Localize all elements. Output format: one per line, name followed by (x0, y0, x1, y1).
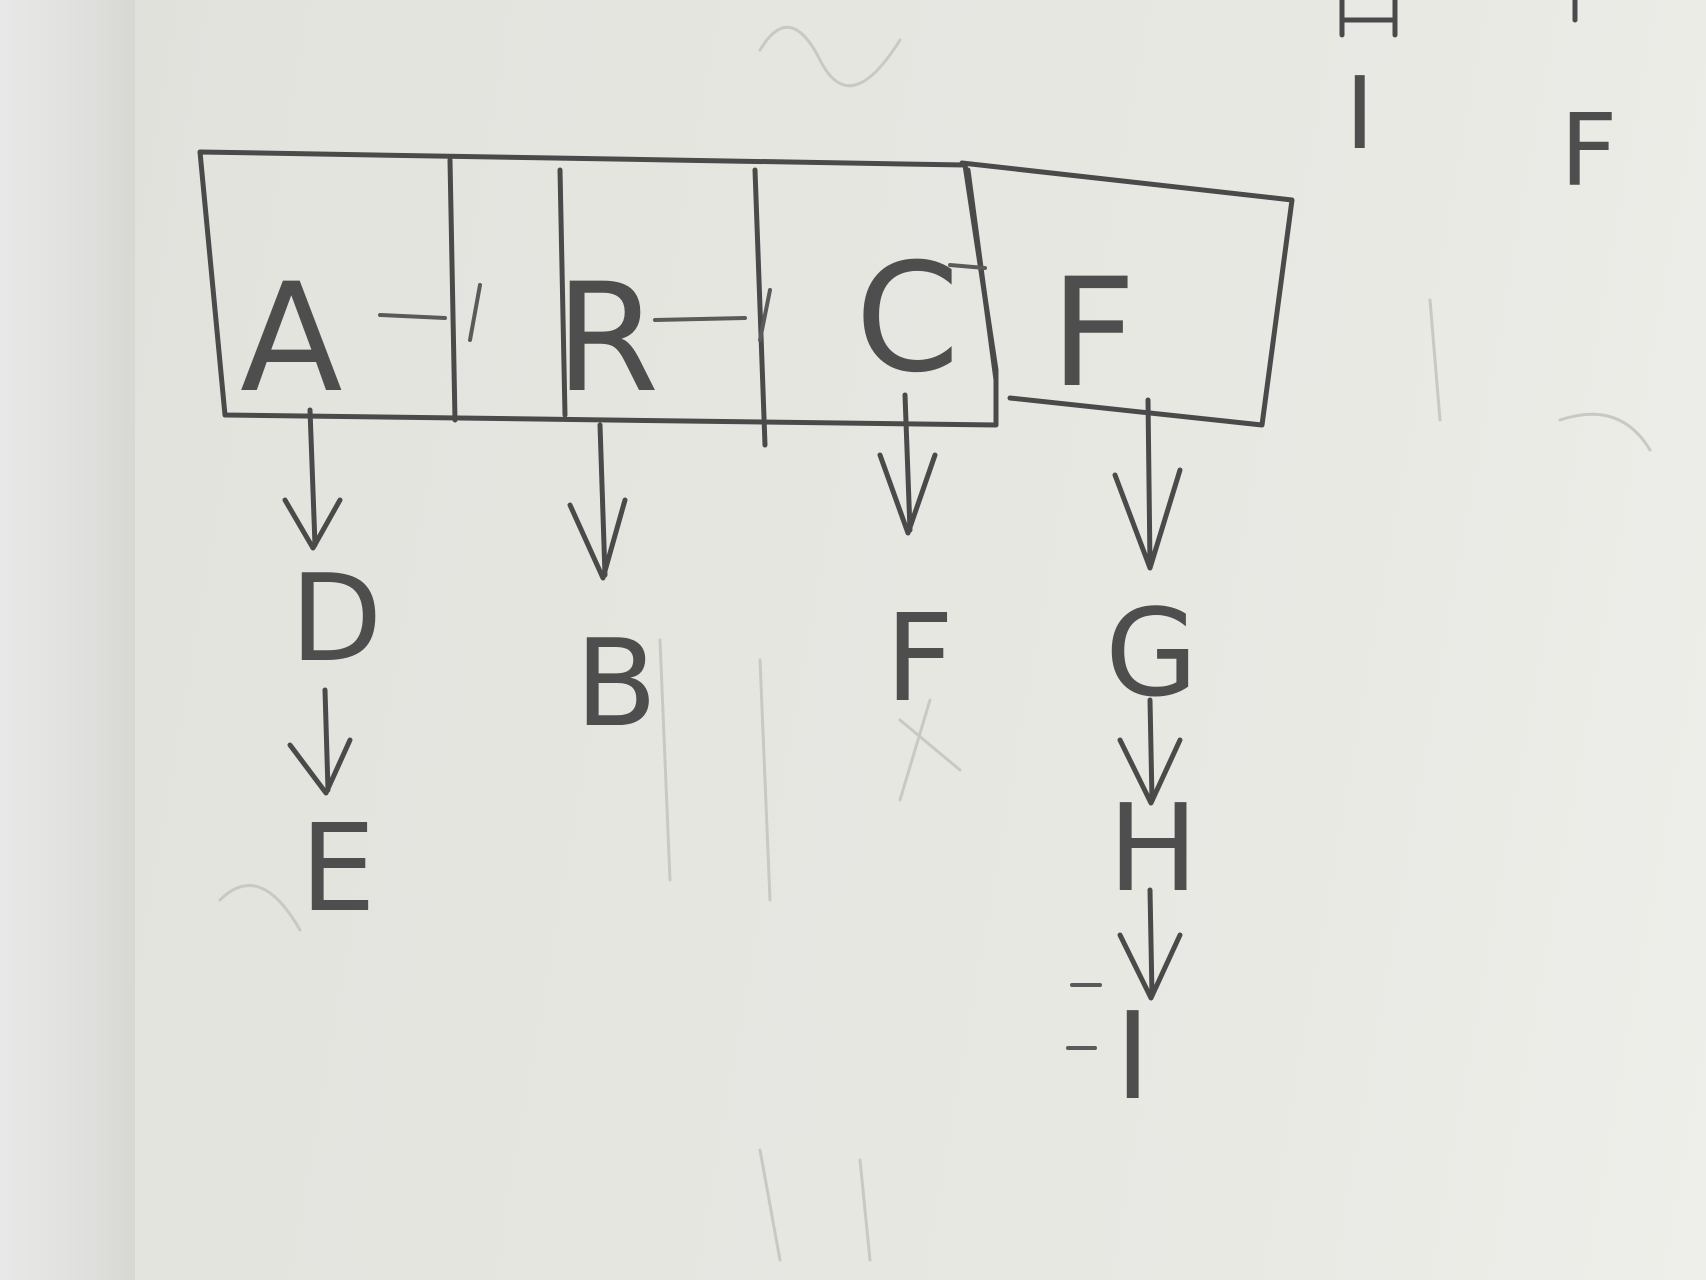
linked-array: A R C F (197, 149, 1295, 448)
array-last-cell-outline (959, 160, 1295, 428)
chain-nodes: D E B F G H I (290, 550, 1198, 1127)
cell-label-1: R (555, 252, 659, 426)
chain-3-node-0: G (1105, 585, 1198, 724)
cell-divider (965, 167, 999, 383)
tick-mark (1066, 983, 1102, 1050)
chain-0-node-0: D (290, 550, 382, 689)
arrow-down-icon (877, 392, 938, 536)
chain-1-node-0: B (575, 615, 657, 754)
arrow-down-icon (1117, 887, 1183, 1001)
chain-0-node-1: E (300, 800, 376, 939)
chain-3-node-1: H (1108, 780, 1198, 919)
cell-divider (557, 167, 568, 418)
pointer-dash (948, 263, 987, 270)
arrow-down-icon (567, 422, 628, 581)
cell-divider (447, 157, 458, 423)
partial-letter-stroke (1339, 0, 1398, 38)
corner-marks: I F (1339, 0, 1618, 209)
arrow-down-icon (1117, 697, 1183, 806)
cell-label-0: A (240, 252, 343, 426)
cell-divider (752, 167, 768, 448)
bleed-through-marks (218, 25, 1652, 1262)
paper-edge-shadow (0, 0, 135, 1280)
pointer-dash (378, 283, 482, 342)
chain-3-node-2: I (1115, 988, 1150, 1127)
arrow-down-icon (282, 407, 343, 551)
arrow-down-icon (287, 687, 353, 796)
chain-2-node-0: F (885, 590, 954, 729)
corner-mark-0: I (1345, 55, 1375, 172)
cell-label-3: F (1050, 247, 1136, 421)
chain-arrows (282, 392, 1183, 1050)
pointer-dash (653, 288, 772, 342)
cell-label-2: C (855, 232, 960, 406)
array-outline (197, 149, 999, 428)
corner-mark-1: F (1560, 92, 1618, 209)
arrow-down-icon (1112, 397, 1183, 571)
